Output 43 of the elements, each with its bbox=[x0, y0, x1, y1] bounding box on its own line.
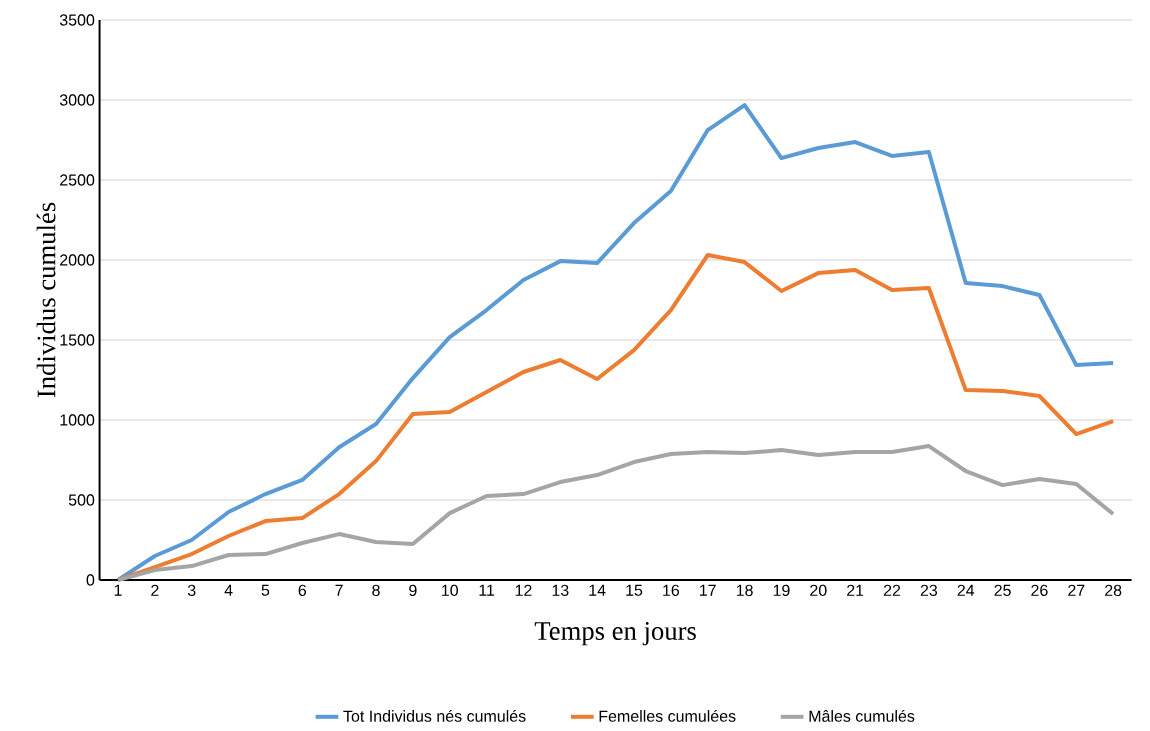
x-tick-label: 1 bbox=[114, 584, 122, 596]
x-axis-title: Temps en jours bbox=[534, 622, 696, 646]
y-tick-label: 3000 bbox=[59, 94, 95, 106]
x-tick-label: 16 bbox=[663, 584, 680, 597]
x-tick-label: 11 bbox=[479, 584, 495, 596]
legend-label: Mâles cumulés bbox=[809, 709, 915, 722]
x-tick-label: 25 bbox=[994, 584, 1011, 597]
x-tick-label: 26 bbox=[1031, 584, 1048, 597]
y-axis-title: Individus cumulés bbox=[36, 202, 56, 398]
x-tick-label: 8 bbox=[372, 584, 380, 597]
x-tick-label: 6 bbox=[298, 584, 307, 597]
x-tick-label: 2 bbox=[151, 584, 159, 596]
x-tick-label: 28 bbox=[1105, 584, 1122, 597]
x-tick-label: 12 bbox=[515, 584, 532, 596]
x-tick-label: 19 bbox=[773, 584, 790, 597]
legend-label: Tot Individus nés cumulés bbox=[343, 709, 526, 722]
y-tick-label: 0 bbox=[86, 574, 95, 586]
x-tick-label: 5 bbox=[261, 584, 270, 596]
x-tick-label: 27 bbox=[1068, 584, 1085, 596]
x-tick-label: 13 bbox=[552, 584, 569, 597]
x-tick-label: 14 bbox=[589, 584, 606, 596]
y-tick-label: 500 bbox=[68, 494, 95, 506]
x-tick-label: 7 bbox=[335, 584, 343, 596]
y-tick-label: 1500 bbox=[60, 334, 95, 346]
x-tick-label: 23 bbox=[920, 584, 938, 597]
x-tick-label: 17 bbox=[700, 584, 716, 596]
x-tick-label: 15 bbox=[626, 584, 643, 596]
y-tick-label: 2500 bbox=[60, 174, 95, 186]
y-tick-label: 2000 bbox=[60, 254, 95, 266]
x-tick-label: 18 bbox=[736, 584, 753, 597]
x-tick-label: 22 bbox=[883, 584, 901, 596]
x-tick-label: 10 bbox=[442, 584, 458, 597]
line-series bbox=[116, 444, 1116, 582]
x-tick-label: 21 bbox=[847, 584, 864, 596]
x-tick-label: 20 bbox=[810, 584, 827, 597]
y-tick-label: 1000 bbox=[60, 414, 95, 426]
line-series bbox=[116, 253, 1116, 582]
x-tick-label: 24 bbox=[957, 584, 975, 596]
y-tick-label: 3500 bbox=[59, 14, 95, 26]
x-tick-label: 3 bbox=[187, 584, 196, 597]
legend-label: Femelles cumulées bbox=[599, 709, 736, 722]
x-tick-label: 9 bbox=[409, 584, 417, 597]
x-tick-label: 4 bbox=[224, 584, 233, 596]
